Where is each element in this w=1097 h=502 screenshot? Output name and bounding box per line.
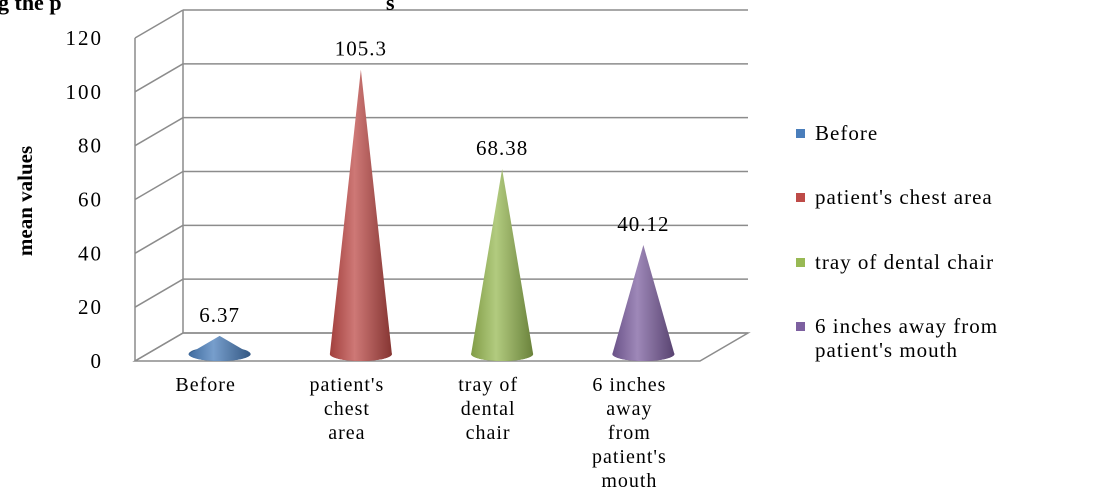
data-cones	[188, 69, 675, 361]
data-label: 68.38	[476, 136, 528, 160]
legend-swatch	[796, 258, 805, 267]
cone-4	[612, 245, 675, 361]
gridline-diagonal	[134, 278, 184, 308]
chart-title: g the p	[0, 0, 62, 15]
chart-title-fragment: s	[386, 0, 395, 15]
data-labels: 6.37 105.3 68.38 40.12	[199, 37, 669, 327]
legend: Before patient's chest area tray of dental…	[796, 121, 998, 362]
x-axis-categories: Before patient's chest area tray of dental cha…	[175, 374, 667, 492]
y-axis-label: mean values	[13, 146, 37, 256]
legend-item: patient's chest area	[796, 185, 993, 209]
cone-body	[612, 245, 675, 361]
legend-item: tray of dental chair	[796, 250, 994, 274]
legend-label: 6 inches away from patient's mouth	[815, 314, 998, 362]
y-tick-label: 0	[91, 349, 104, 373]
x-tick-label: tray of dental chair	[458, 374, 518, 444]
y-axis-ticks: 0 20 40 60 80 100 120	[66, 26, 104, 373]
legend-label: tray of dental chair	[815, 250, 994, 274]
gridline-diagonal	[134, 170, 184, 201]
gridline-diagonal	[134, 224, 184, 254]
legend-swatch	[796, 193, 805, 202]
data-label: 40.12	[617, 212, 669, 236]
cone-1	[188, 335, 251, 361]
cone-2	[329, 69, 392, 361]
x-tick-label: Before	[175, 374, 235, 396]
cone-body	[471, 168, 534, 361]
y-tick-label: 20	[78, 295, 103, 319]
cone-body	[188, 335, 251, 361]
y-tick-label: 40	[78, 241, 103, 265]
chart-floor	[132, 332, 751, 362]
y-tick-label: 120	[66, 26, 104, 50]
y-tick-label: 80	[78, 134, 103, 158]
data-label: 105.3	[335, 37, 387, 61]
legend-label: patient's chest area	[815, 185, 993, 209]
legend-swatch	[796, 129, 805, 138]
gridline-diagonal	[134, 117, 184, 147]
legend-swatch	[796, 322, 805, 331]
legend-item: Before	[796, 121, 878, 145]
y-tick-label: 60	[78, 188, 103, 212]
data-label: 6.37	[199, 303, 240, 327]
legend-label: Before	[815, 121, 878, 145]
x-tick-label: 6 inches away from patient's mouth	[592, 374, 667, 492]
y-tick-label: 100	[66, 80, 104, 104]
cone-body	[329, 69, 392, 361]
gridline-diagonal	[134, 9, 184, 39]
x-tick-label: patient's chest area	[309, 374, 384, 444]
floor-plane	[132, 332, 751, 362]
cone-3	[471, 168, 534, 361]
gridline-diagonal	[134, 63, 184, 93]
legend-item: 6 inches away from patient's mouth	[796, 314, 998, 362]
